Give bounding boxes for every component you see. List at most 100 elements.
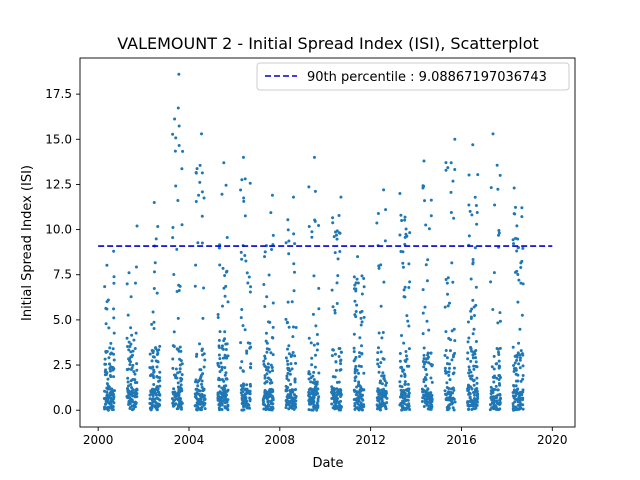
scatter-point bbox=[339, 399, 343, 403]
y-axis-label: Initial Spread Index (ISI) bbox=[20, 165, 35, 321]
scatter-point bbox=[312, 395, 316, 399]
scatter-point bbox=[126, 380, 130, 384]
scatter-point bbox=[307, 370, 311, 374]
scatter-point bbox=[473, 195, 477, 199]
scatter-point bbox=[398, 191, 402, 195]
scatter-point bbox=[422, 184, 426, 188]
scatter-point bbox=[307, 336, 311, 340]
scatter-point bbox=[265, 295, 269, 299]
scatter-point bbox=[224, 371, 228, 375]
scatter-point bbox=[513, 212, 517, 216]
scatter-point bbox=[311, 312, 315, 316]
scatter-point bbox=[262, 283, 266, 287]
scatter-point bbox=[352, 398, 356, 402]
scatter-point bbox=[339, 362, 343, 366]
scatter-point bbox=[177, 288, 181, 292]
scatter-point bbox=[429, 351, 433, 355]
scatter-point bbox=[108, 346, 112, 350]
scatter-point bbox=[129, 399, 133, 403]
scatter-point bbox=[360, 292, 364, 296]
scatter-point bbox=[180, 377, 184, 381]
scatter-point bbox=[248, 290, 252, 294]
scatter-point bbox=[176, 381, 180, 385]
scatter-point bbox=[269, 363, 273, 367]
scatter-point bbox=[518, 405, 522, 409]
y-tick-label: 7.5 bbox=[53, 268, 72, 282]
scatter-point bbox=[512, 384, 516, 388]
scatter-point bbox=[130, 366, 134, 370]
scatter-point bbox=[245, 383, 249, 387]
scatter-point bbox=[445, 385, 449, 389]
scatter-point bbox=[472, 393, 476, 397]
scatter-point bbox=[195, 403, 199, 407]
scatter-point bbox=[130, 333, 134, 337]
scatter-point bbox=[474, 339, 478, 343]
y-tick-label: 0.0 bbox=[53, 403, 72, 417]
scatter-point bbox=[152, 383, 156, 387]
scatter-point bbox=[446, 407, 450, 411]
scatter-point bbox=[130, 393, 134, 397]
scatter-point bbox=[264, 365, 268, 369]
scatter-point bbox=[376, 389, 380, 393]
scatter-point bbox=[110, 398, 114, 402]
scatter-point bbox=[514, 379, 518, 383]
scatter-point bbox=[444, 168, 448, 172]
scatter-point bbox=[107, 395, 111, 399]
scatter-point bbox=[103, 357, 107, 361]
scatter-point bbox=[239, 341, 243, 345]
scatter-point bbox=[335, 380, 339, 384]
axes-frame bbox=[79, 57, 576, 428]
scatter-point bbox=[521, 364, 525, 368]
scatter-point bbox=[216, 361, 220, 365]
scatter-point bbox=[489, 186, 493, 190]
scatter-point bbox=[178, 345, 182, 349]
scatter-point bbox=[474, 203, 478, 207]
scatter-point bbox=[405, 364, 409, 368]
scatter-point bbox=[112, 331, 116, 335]
scatter-point bbox=[354, 310, 358, 314]
scatter-point bbox=[330, 354, 334, 358]
scatter-point bbox=[473, 246, 477, 250]
scatter-point bbox=[226, 408, 230, 412]
scatter-point bbox=[399, 388, 403, 392]
scatter-point bbox=[358, 336, 362, 340]
scatter-point bbox=[497, 359, 501, 363]
scatter-point bbox=[473, 352, 477, 356]
scatter-point bbox=[377, 392, 381, 396]
scatter-point bbox=[151, 355, 155, 359]
scatter-point bbox=[202, 196, 206, 200]
scatter-point bbox=[360, 408, 364, 412]
scatter-point bbox=[158, 379, 162, 383]
scatter-point bbox=[467, 407, 471, 411]
scatter-point bbox=[154, 393, 158, 397]
scatter-point bbox=[216, 316, 220, 320]
scatter-point bbox=[156, 349, 159, 353]
scatter-point bbox=[134, 265, 138, 269]
scatter-point bbox=[129, 295, 133, 299]
scatter-point bbox=[263, 255, 267, 259]
scatter-point bbox=[222, 339, 226, 343]
scatter-point bbox=[266, 320, 270, 324]
scatter-point bbox=[151, 397, 155, 401]
scatter-point bbox=[495, 399, 499, 403]
scatter-point bbox=[491, 387, 495, 391]
scatter-point bbox=[267, 273, 271, 277]
scatter-point bbox=[290, 353, 294, 357]
scatter-point bbox=[475, 381, 479, 385]
scatter-point bbox=[383, 239, 387, 243]
scatter-point bbox=[492, 367, 496, 371]
scatter-point bbox=[429, 214, 433, 218]
scatter-point bbox=[197, 401, 201, 405]
scatter-point bbox=[312, 391, 316, 395]
scatter-point bbox=[285, 359, 289, 363]
scatter-point bbox=[399, 374, 403, 378]
scatter-point bbox=[223, 373, 227, 377]
scatter-point bbox=[174, 136, 178, 140]
scatter-point bbox=[312, 343, 316, 347]
scatter-point bbox=[290, 367, 294, 371]
scatter-point bbox=[107, 362, 111, 366]
scatter-point bbox=[127, 392, 131, 396]
scatter-point bbox=[317, 224, 321, 228]
scatter-point bbox=[197, 379, 201, 383]
scatter-point bbox=[447, 336, 451, 340]
